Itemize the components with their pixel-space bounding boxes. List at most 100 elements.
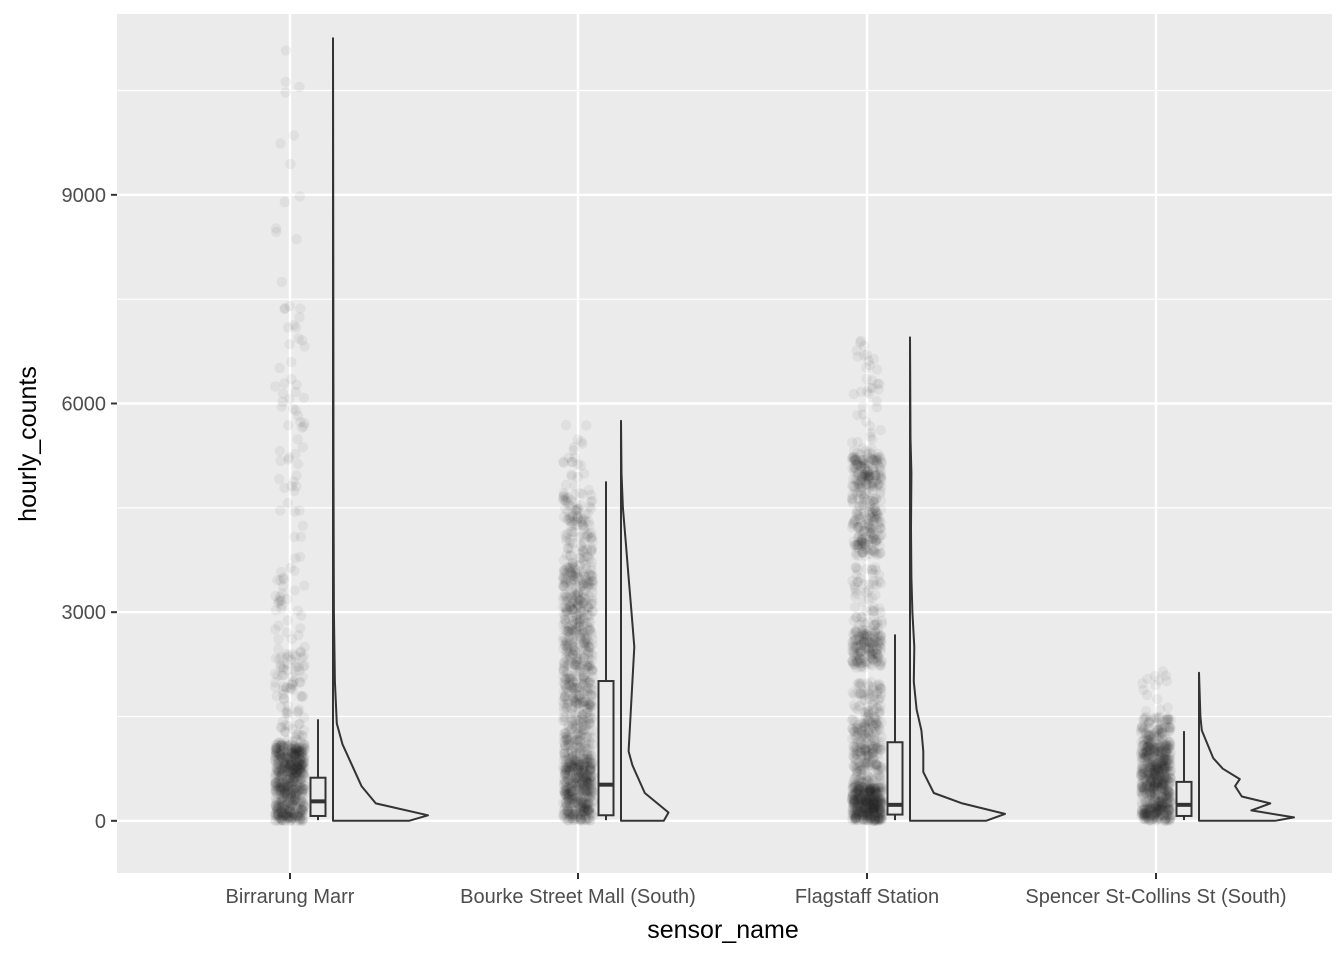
- data-point: [278, 757, 289, 768]
- data-point: [282, 707, 293, 718]
- data-point: [290, 766, 302, 777]
- data-point: [558, 785, 570, 796]
- data-point: [298, 768, 310, 780]
- data-point: [586, 777, 597, 788]
- data-point: [585, 763, 597, 775]
- data-point: [287, 753, 298, 764]
- data-point: [292, 777, 303, 788]
- data-point: [296, 754, 307, 766]
- data-point: [295, 782, 306, 793]
- data-point: [285, 788, 297, 799]
- data-point: [569, 755, 580, 766]
- data-point: [288, 764, 299, 776]
- data-point: [272, 765, 284, 776]
- data-point: [1138, 714, 1150, 726]
- data-point: [584, 815, 595, 826]
- data-point: [289, 747, 301, 758]
- data-point: [293, 809, 304, 821]
- data-point: [298, 738, 310, 749]
- data-point: [291, 800, 302, 811]
- data-point: [281, 762, 292, 773]
- data-point: [280, 707, 292, 719]
- data-point: [295, 805, 306, 816]
- data-point: [277, 761, 288, 772]
- data-point: [293, 333, 304, 344]
- data-point: [271, 749, 282, 760]
- data-point: [288, 788, 299, 800]
- data-point: [291, 772, 302, 783]
- data-point: [563, 452, 574, 463]
- data-point: [294, 754, 306, 766]
- data-point: [581, 798, 592, 810]
- data-point: [570, 796, 581, 807]
- data-point: [562, 785, 573, 797]
- data-point: [275, 782, 287, 793]
- data-point: [576, 782, 588, 794]
- data-point: [562, 808, 573, 820]
- data-point: [278, 572, 289, 583]
- data-point: [580, 774, 592, 786]
- data-point: [569, 763, 580, 775]
- data-point: [584, 778, 595, 790]
- data-point: [567, 804, 578, 815]
- data-point: [271, 742, 282, 753]
- data-point: [579, 760, 590, 771]
- data-point: [286, 747, 297, 759]
- data-point: [1159, 722, 1170, 733]
- data-point: [298, 651, 309, 662]
- data-point: [562, 774, 574, 785]
- data-point: [580, 802, 591, 814]
- data-point: [277, 388, 289, 399]
- data-point: [584, 762, 595, 774]
- data-point: [292, 756, 304, 767]
- data-point: [280, 719, 291, 731]
- data-point: [292, 781, 303, 792]
- data-point: [272, 754, 284, 765]
- data-point: [275, 740, 287, 751]
- data-point: [298, 712, 310, 723]
- data-point: [289, 742, 301, 754]
- data-point: [273, 815, 285, 826]
- data-point: [287, 766, 298, 777]
- data-point: [294, 812, 306, 824]
- data-point: [270, 785, 281, 796]
- data-point: [273, 777, 284, 789]
- data-point: [279, 196, 290, 208]
- data-point: [277, 777, 288, 788]
- data-point: [568, 755, 580, 766]
- data-point: [277, 588, 288, 599]
- data-point: [861, 478, 872, 490]
- data-point: [579, 802, 590, 813]
- data-point: [274, 754, 286, 765]
- data-point: [272, 802, 283, 813]
- data-point: [577, 775, 588, 786]
- data-point: [272, 574, 283, 586]
- data-point: [285, 654, 297, 665]
- data-point: [577, 808, 588, 819]
- data-point: [584, 808, 595, 819]
- data-point: [295, 763, 307, 774]
- data-point: [278, 811, 289, 822]
- data-point: [288, 749, 300, 760]
- data-point: [281, 773, 293, 785]
- data-point: [282, 750, 293, 761]
- data-point: [278, 784, 289, 795]
- data-point: [296, 811, 308, 822]
- data-point: [296, 796, 307, 807]
- data-point: [294, 81, 305, 93]
- data-point: [295, 808, 306, 819]
- data-point: [587, 786, 598, 797]
- data-point: [859, 350, 870, 361]
- data-point: [567, 785, 578, 796]
- data-point: [861, 362, 872, 373]
- data-point: [292, 767, 303, 779]
- data-point: [292, 763, 303, 774]
- data-point: [294, 807, 305, 818]
- data-point: [283, 784, 294, 796]
- data-point: [287, 784, 298, 796]
- data-point: [284, 745, 296, 756]
- data-point: [276, 777, 287, 788]
- data-point: [582, 756, 593, 767]
- data-point: [561, 800, 573, 811]
- data-point: [865, 431, 876, 442]
